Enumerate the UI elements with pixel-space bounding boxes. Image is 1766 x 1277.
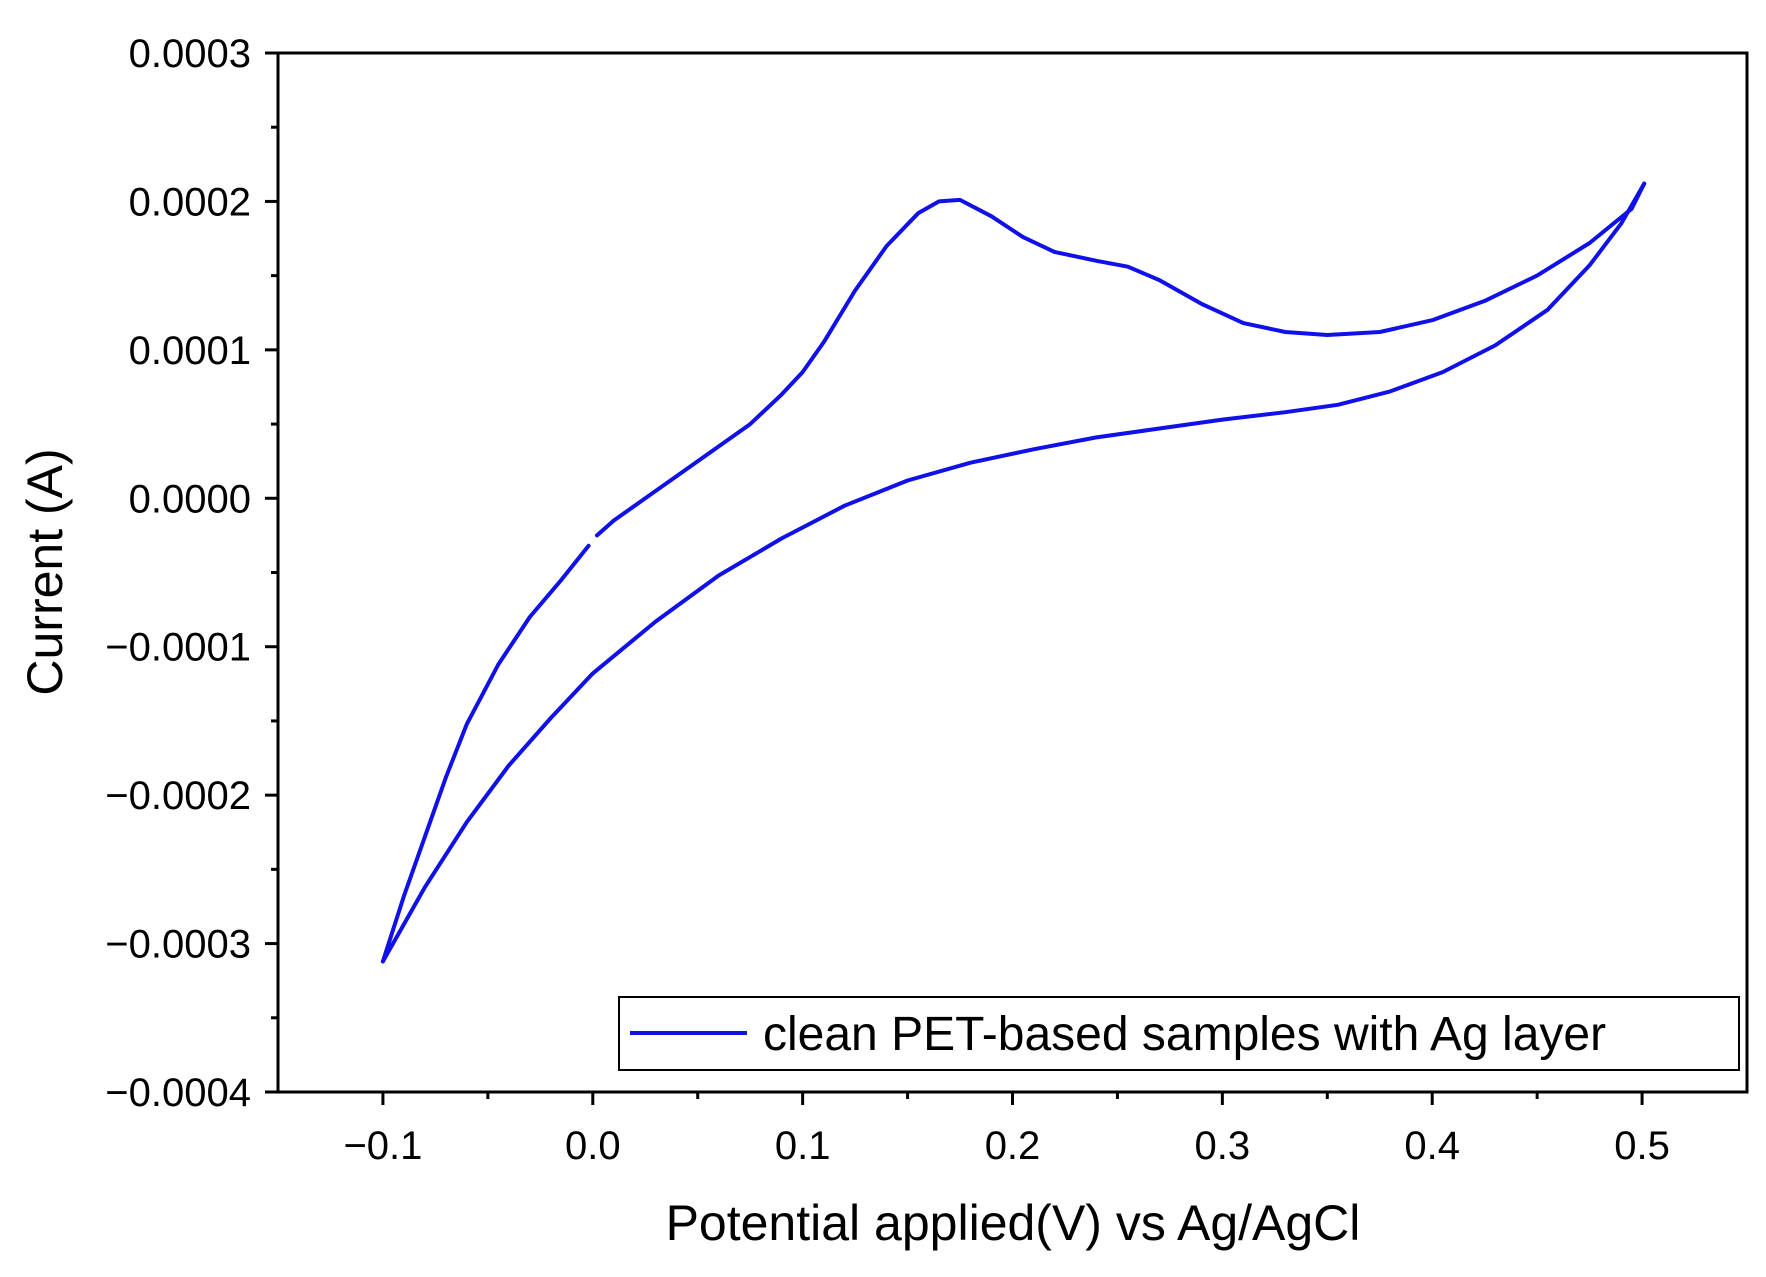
- series-0-segment-1: [380, 181, 1647, 964]
- legend-label: clean PET-based samples with Ag layer: [763, 1008, 1606, 1061]
- legend-box: [618, 996, 1740, 1071]
- y-tick-label: −0.0001: [105, 626, 251, 670]
- x-axis-label: Potential applied(V) vs Ag/AgCl: [666, 1195, 1361, 1251]
- y-tick-label: 0.0001: [129, 329, 251, 373]
- y-tick-label: 0.0002: [129, 180, 251, 224]
- x-axis-tick-labels: −0.1 0.0 0.1 0.2 0.3 0.4 0.5: [343, 1124, 1669, 1168]
- x-tick-label: 0.0: [565, 1124, 621, 1168]
- y-axis-label: Current (A): [17, 448, 73, 695]
- y-tick-label: 0.0003: [129, 32, 251, 76]
- x-tick-label: −0.1: [343, 1124, 422, 1168]
- y-tick-label: −0.0002: [105, 774, 251, 818]
- y-axis-ticks: [265, 51, 278, 1094]
- y-tick-label: −0.0003: [105, 923, 251, 967]
- x-tick-label: 0.3: [1195, 1124, 1251, 1168]
- y-tick-label: −0.0004: [105, 1071, 251, 1115]
- x-axis-ticks: [381, 1092, 1644, 1105]
- legend: clean PET-based samples with Ag layer: [618, 996, 1740, 1071]
- y-tick-label: 0.0000: [129, 477, 251, 521]
- x-tick-label: 0.4: [1404, 1124, 1460, 1168]
- y-axis-tick-labels: 0.0003 0.0002 0.0001 0.0000 −0.0001 −0.0002 −0…: [105, 32, 251, 1115]
- x-tick-label: 0.1: [775, 1124, 831, 1168]
- series-0-segment-0: [595, 181, 1647, 538]
- curve-layer: [380, 181, 1647, 964]
- x-tick-label: 0.5: [1614, 1124, 1670, 1168]
- x-tick-label: 0.2: [985, 1124, 1041, 1168]
- series-0-segment-2: [380, 543, 591, 964]
